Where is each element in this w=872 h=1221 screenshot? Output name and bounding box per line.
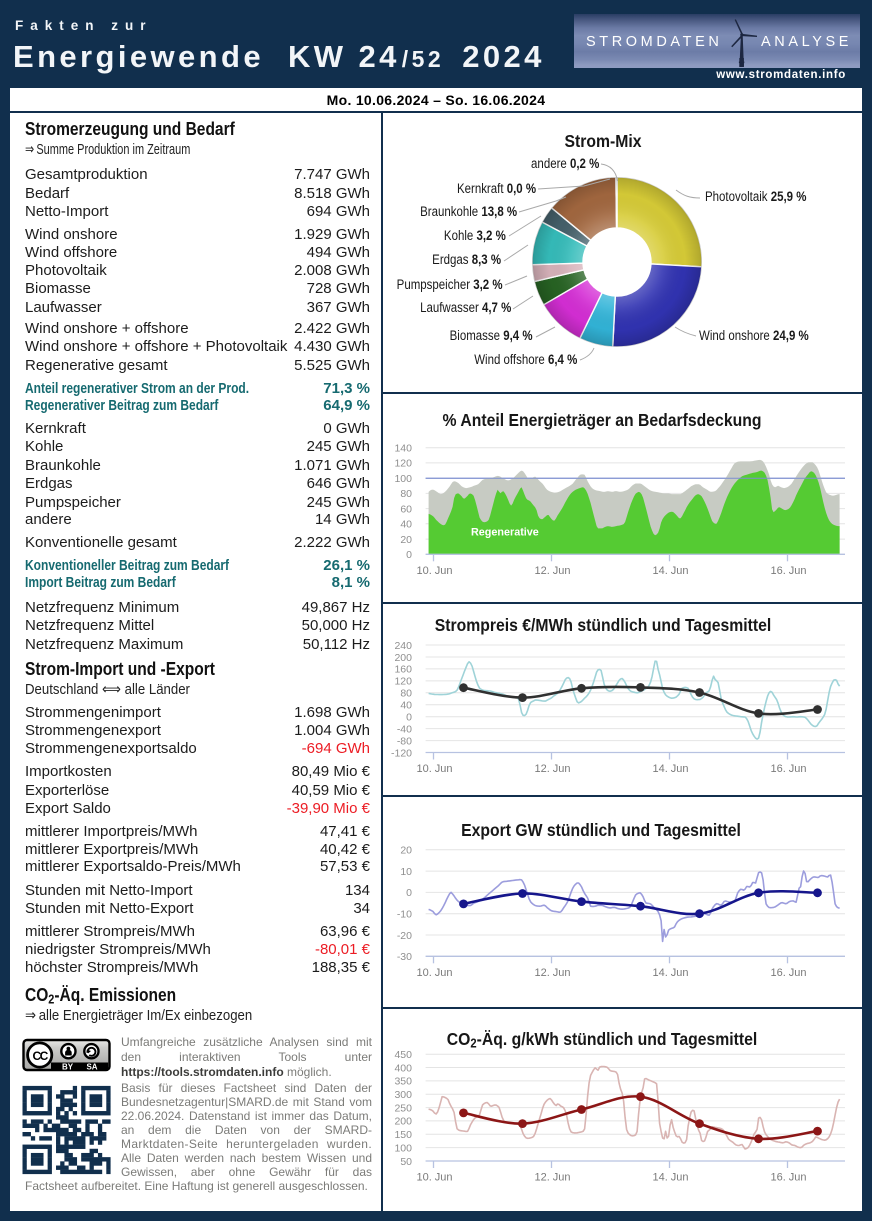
svg-text:50: 50 <box>400 1156 412 1168</box>
svg-text:10. Jun: 10. Jun <box>416 1172 452 1184</box>
svg-text:10. Jun: 10. Jun <box>416 967 452 979</box>
svg-text:80: 80 <box>400 488 412 500</box>
svg-text:-30: -30 <box>397 951 412 963</box>
svg-text:-10: -10 <box>397 909 412 921</box>
svg-text:BY: BY <box>62 1063 74 1072</box>
svg-text:80: 80 <box>400 688 412 700</box>
svg-text:150: 150 <box>394 1129 412 1141</box>
svg-text:200: 200 <box>394 1116 412 1128</box>
svg-text:300: 300 <box>394 1089 412 1101</box>
svg-text:-120: -120 <box>391 747 412 759</box>
svg-text:14. Jun: 14. Jun <box>652 763 688 775</box>
svg-text:16. Jun: 16. Jun <box>770 967 806 979</box>
svg-text:20: 20 <box>400 845 412 857</box>
svg-text:0: 0 <box>406 712 412 724</box>
svg-text:100: 100 <box>394 1142 412 1154</box>
svg-text:14. Jun: 14. Jun <box>652 967 688 979</box>
svg-text:120: 120 <box>394 676 412 688</box>
svg-text:400: 400 <box>394 1062 412 1074</box>
svg-text:240: 240 <box>394 640 412 652</box>
svg-text:200: 200 <box>394 652 412 664</box>
svg-text:10. Jun: 10. Jun <box>416 565 452 577</box>
svg-text:12. Jun: 12. Jun <box>534 1172 570 1184</box>
svg-text:140: 140 <box>394 443 412 455</box>
svg-text:SA: SA <box>86 1063 97 1072</box>
svg-text:40: 40 <box>400 519 412 531</box>
svg-text:-20: -20 <box>397 930 412 942</box>
svg-text:10. Jun: 10. Jun <box>416 763 452 775</box>
svg-text:16. Jun: 16. Jun <box>770 763 806 775</box>
svg-text:12. Jun: 12. Jun <box>534 763 570 775</box>
svg-text:16. Jun: 16. Jun <box>770 565 806 577</box>
svg-text:-80: -80 <box>397 735 412 747</box>
svg-text:0: 0 <box>406 549 412 561</box>
svg-text:250: 250 <box>394 1102 412 1114</box>
svg-text:350: 350 <box>394 1076 412 1088</box>
svg-text:Regenerative: Regenerative <box>471 527 539 539</box>
svg-text:120: 120 <box>394 458 412 470</box>
svg-text:160: 160 <box>394 664 412 676</box>
svg-text:60: 60 <box>400 503 412 515</box>
svg-text:0: 0 <box>406 887 412 899</box>
svg-text:12. Jun: 12. Jun <box>534 565 570 577</box>
svg-text:100: 100 <box>394 473 412 485</box>
svg-text:40: 40 <box>400 700 412 712</box>
svg-text:14. Jun: 14. Jun <box>652 1172 688 1184</box>
svg-text:10: 10 <box>400 866 412 878</box>
svg-text:-40: -40 <box>397 723 412 735</box>
svg-text:14. Jun: 14. Jun <box>652 565 688 577</box>
svg-text:450: 450 <box>394 1049 412 1061</box>
svg-text:16. Jun: 16. Jun <box>770 1172 806 1184</box>
svg-text:12. Jun: 12. Jun <box>534 967 570 979</box>
svg-text:CC: CC <box>33 1049 49 1063</box>
svg-text:20: 20 <box>400 534 412 546</box>
